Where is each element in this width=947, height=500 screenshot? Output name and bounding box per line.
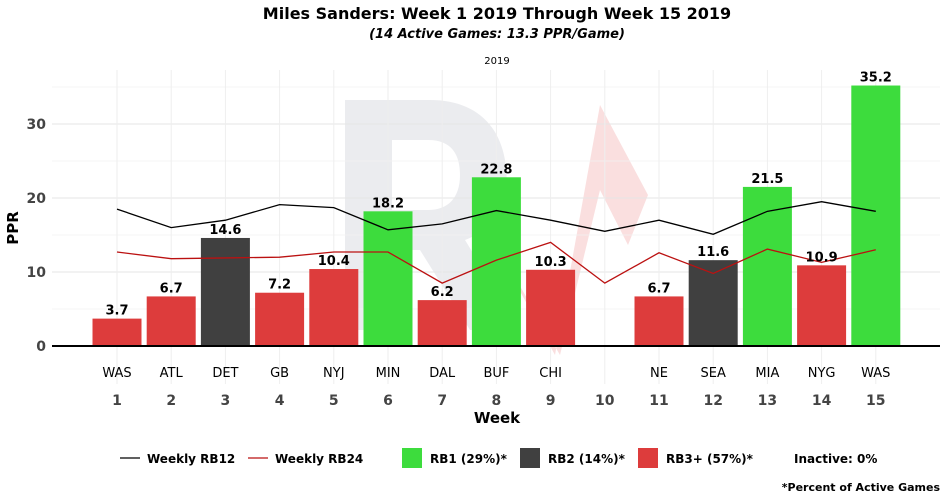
bar-week-6 [363, 211, 413, 346]
week-tick-label: 5 [329, 393, 339, 409]
week-tick-label: 2 [166, 393, 176, 409]
reference-lines [116, 201, 876, 284]
week-tick-label: 15 [866, 393, 885, 409]
opponent-label: CHI [539, 366, 562, 381]
x-axis-label: Week [474, 409, 521, 427]
legend-rb3-label: RB3+ (57%)* [666, 452, 754, 466]
week-tick-label: 14 [812, 393, 832, 409]
opponent-label: MIA [755, 366, 779, 381]
week-tick-label: 4 [275, 393, 285, 409]
y-tick-label: 10 [27, 265, 47, 281]
week-tick-label: 7 [437, 393, 447, 409]
data-label-week-5: 10.4 [318, 254, 350, 269]
bar-week-2 [146, 296, 196, 346]
opponent-label: DET [212, 366, 238, 381]
watermark-arrow [470, 105, 648, 355]
facet-label: 2019 [484, 56, 509, 67]
opponent-label: NE [650, 366, 668, 381]
bar-week-4 [255, 292, 305, 346]
opponent-label: GB [270, 366, 289, 381]
week-tick-label: 13 [758, 393, 777, 409]
opponent-label: NYG [808, 366, 836, 381]
week-tick-label: 10 [595, 393, 615, 409]
opponent-label: BUF [483, 366, 509, 381]
opponent-label: WAS [102, 366, 131, 381]
y-axis-label: PPR [4, 211, 22, 245]
opponent-label: ATL [160, 366, 184, 381]
week-tick-label: 6 [383, 393, 393, 409]
chart-subtitle: (14 Active Games: 13.3 PPR/Game) [369, 27, 625, 42]
data-label-week-3: 14.6 [209, 223, 241, 238]
bar-week-13 [742, 186, 792, 346]
data-label-week-15: 35.2 [860, 71, 892, 86]
bar-week-14 [797, 265, 847, 346]
y-tick-label: 30 [27, 117, 47, 133]
axes: 0 10 20 30 WAS ATL DET GB NYJ MIN DAL BUF CHI NE SEA MI… [27, 117, 940, 409]
data-label-week-12: 11.6 [697, 245, 729, 260]
data-label-week-9: 10.3 [535, 255, 567, 270]
footnote: *Percent of Active Games [782, 481, 941, 494]
week-tick-label: 3 [221, 393, 231, 409]
line-rb12 [116, 201, 876, 235]
legend-rb12-label: Weekly RB12 [147, 452, 235, 466]
legend-rb2-swatch [520, 448, 540, 468]
opponent-label: WAS [861, 366, 890, 381]
week-tick-label: 11 [649, 393, 668, 409]
week-tick-label: 12 [703, 393, 722, 409]
data-label-week-4: 7.2 [268, 278, 291, 293]
opponent-label: NYJ [323, 366, 345, 381]
opponent-label: MIN [376, 366, 401, 381]
y-tick-label: 20 [27, 191, 47, 207]
bar-week-1 [92, 318, 142, 346]
bar-week-12 [688, 260, 738, 346]
data-label-week-2: 6.7 [160, 281, 183, 296]
opponent-label: DAL [429, 366, 456, 381]
bars [92, 85, 901, 347]
bar-week-11 [634, 296, 684, 346]
y-tick-label: 0 [36, 339, 46, 355]
week-tick-label: 9 [546, 393, 556, 409]
data-label-week-6: 18.2 [372, 196, 404, 211]
data-label-week-8: 22.8 [480, 162, 512, 177]
legend-rb1-swatch [402, 448, 422, 468]
bar-week-3 [200, 237, 250, 346]
week-tick-label: 8 [492, 393, 502, 409]
data-label-week-7: 6.2 [431, 285, 454, 300]
data-label-week-13: 21.5 [751, 172, 783, 187]
line-rb24 [116, 241, 876, 284]
bar-week-8 [471, 177, 521, 346]
bar-week-15 [851, 85, 901, 347]
data-labels: 3.7 6.7 14.6 7.2 10.4 18.2 6.2 22.8 10.3 6.7 11.6 2… [105, 71, 891, 319]
legend-rb2-label: RB2 (14%)* [548, 452, 626, 466]
data-label-week-11: 6.7 [647, 281, 670, 296]
opponent-label: SEA [701, 366, 726, 381]
bar-week-9 [526, 269, 576, 346]
bar-week-5 [309, 269, 359, 346]
data-label-week-1: 3.7 [105, 304, 128, 319]
legend-inactive-label: Inactive: 0% [794, 452, 877, 466]
legend-rb24-label: Weekly RB24 [275, 452, 363, 466]
legend: Weekly RB12 Weekly RB24 RB1 (29%)* RB2 (… [120, 448, 877, 468]
legend-rb3-swatch [638, 448, 658, 468]
legend-rb1-label: RB1 (29%)* [430, 452, 508, 466]
chart-title: Miles Sanders: Week 1 2019 Through Week … [263, 4, 731, 23]
week-tick-label: 1 [112, 393, 122, 409]
bar-week-7 [417, 300, 467, 346]
data-label-week-14: 10.9 [806, 250, 838, 265]
